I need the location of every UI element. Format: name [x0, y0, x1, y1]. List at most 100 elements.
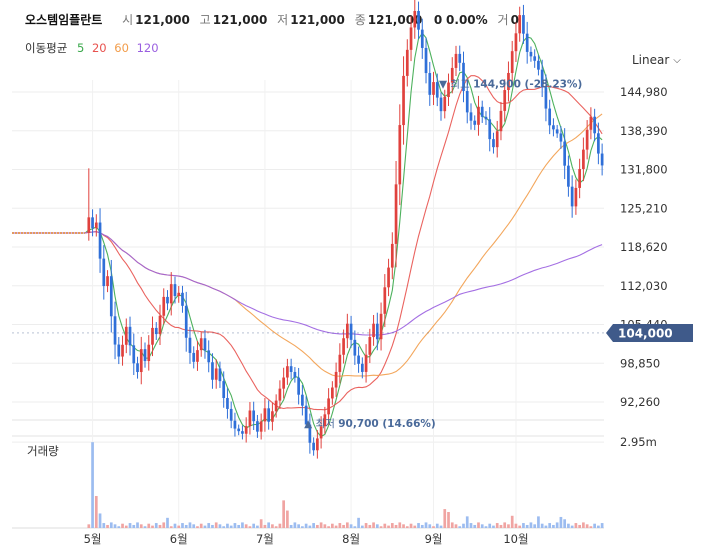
volume-bar: [106, 524, 109, 528]
candle-body: [540, 69, 544, 88]
volume-bar: [420, 524, 424, 528]
volume-bar: [409, 523, 413, 528]
volume-bar: [555, 522, 559, 528]
volume-bar: [574, 523, 578, 528]
volume-bar: [169, 526, 173, 528]
volume-tick-label: 2.95m: [620, 435, 657, 449]
candle-body: [139, 349, 143, 373]
volume-bar: [447, 512, 450, 528]
candle-body: [495, 131, 499, 148]
candle-body: [121, 344, 124, 357]
volume-bar: [259, 519, 263, 528]
volume-bar: [450, 522, 454, 528]
candle-body: [286, 366, 289, 378]
candle-body: [387, 267, 390, 288]
candle-body: [574, 187, 578, 207]
volume-bar: [593, 523, 596, 528]
candle-body: [256, 421, 259, 432]
candle-body: [492, 139, 495, 148]
candle-body: [552, 125, 555, 130]
volume-bar: [439, 525, 443, 528]
volume-pane-title: 거래량: [27, 444, 59, 458]
volume-bar: [143, 526, 147, 528]
volume-bar: [218, 524, 222, 528]
candle-body: [368, 337, 372, 355]
candle-body: [214, 368, 218, 380]
volume-bar: [484, 526, 488, 528]
volume-bar: [589, 526, 593, 528]
volume-bar: [578, 524, 581, 528]
candle-body: [203, 338, 207, 351]
candle-body: [226, 398, 229, 409]
volume-bar: [462, 523, 465, 528]
ma-20-label[interactable]: 20: [91, 41, 107, 55]
volume-bar: [271, 524, 274, 528]
ma-5-label[interactable]: 5: [76, 41, 85, 55]
candle-body: [570, 186, 574, 207]
volume-bar: [248, 526, 252, 528]
candle-body: [154, 327, 158, 335]
candle-body: [188, 337, 192, 353]
ma-120-label[interactable]: 120: [136, 41, 159, 55]
volume-bar: [375, 524, 379, 528]
candle-body: [360, 363, 364, 372]
volume-bar: [229, 525, 233, 528]
candle-body: [267, 408, 271, 422]
ma-60-line: [13, 113, 603, 377]
candle-body: [375, 323, 379, 340]
open-value: 121,000: [135, 13, 190, 27]
volume-bar: [94, 496, 98, 528]
volume-bar: [319, 522, 323, 528]
volume-bar: [544, 525, 548, 528]
volume-bar: [387, 525, 390, 528]
volume-bar: [379, 526, 383, 528]
candle-body: [301, 394, 304, 406]
volume-bar: [537, 516, 540, 528]
ma-60-label[interactable]: 60: [114, 41, 129, 55]
volume-bar: [244, 524, 248, 528]
volume-bar: [162, 522, 166, 528]
candle-body: [450, 67, 454, 83]
price-tick-label: 131,800: [620, 163, 668, 177]
volume-bar: [211, 524, 214, 528]
volume-bar: [267, 522, 271, 528]
candle-body: [383, 287, 387, 314]
volume-bar: [424, 522, 428, 528]
candle-body: [413, 10, 417, 28]
candle-body: [128, 326, 132, 346]
volume-bar: [331, 523, 334, 528]
volume-bar: [334, 525, 338, 528]
volume-label: 거: [497, 13, 509, 27]
volume-bar: [522, 523, 525, 528]
candle-body: [480, 106, 484, 117]
volume-bar: [390, 523, 394, 528]
candle-body: [91, 217, 94, 229]
candle-body: [252, 410, 256, 422]
candle-body: [394, 184, 398, 244]
volume-bar: [199, 523, 203, 528]
candle-body: [529, 51, 533, 57]
volume-bar: [139, 524, 143, 528]
candle-body: [600, 153, 604, 166]
volume-bar: [184, 524, 188, 528]
scale-dropdown[interactable]: Linear ⌵: [632, 53, 681, 67]
candle-body: [443, 96, 447, 112]
volume-bar: [514, 523, 518, 528]
candle-body: [439, 97, 443, 112]
candle-body: [327, 398, 330, 415]
change-value: 0: [433, 13, 443, 27]
month-tick-label: 9월: [425, 532, 443, 546]
candle-body: [132, 345, 136, 364]
candle-body: [345, 323, 349, 339]
candle-body: [559, 133, 563, 142]
volume-bar: [559, 516, 563, 528]
volume-bar: [109, 522, 113, 528]
candles: [87, 0, 604, 459]
volume-bar: [226, 523, 229, 528]
volume-bar: [196, 526, 199, 528]
candle-body: [289, 366, 293, 372]
volume-bar: [323, 524, 327, 528]
candle-body: [98, 222, 102, 259]
price-tick-label: 144,980: [620, 85, 668, 99]
